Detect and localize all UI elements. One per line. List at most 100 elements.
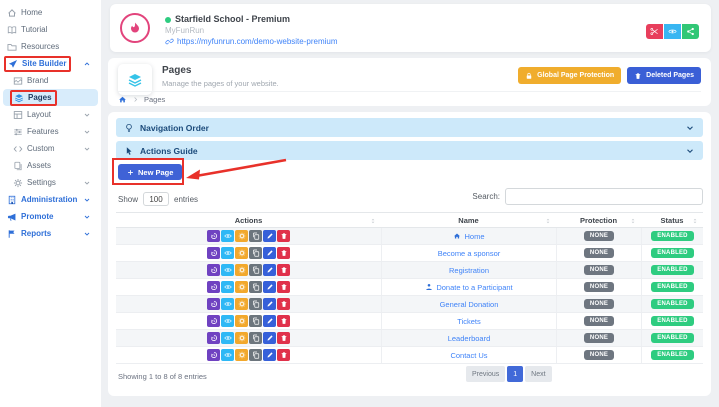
settings-page-button[interactable] [235, 264, 248, 276]
column-header-actions[interactable]: Actions [116, 213, 381, 227]
share-site-button[interactable] [682, 24, 699, 39]
sidebar-item-promote[interactable]: Promote [0, 208, 101, 225]
settings-page-button[interactable] [235, 281, 248, 293]
delete-page-button[interactable] [277, 230, 290, 242]
page-link[interactable]: Home [464, 231, 485, 241]
pencil-icon [266, 249, 274, 257]
sidebar-item-home[interactable]: Home [0, 4, 101, 21]
page-link[interactable]: Leaderboard [447, 333, 491, 343]
table-row: Contact Us NONE ENABLED [116, 347, 703, 364]
preview-site-button[interactable] [664, 24, 681, 39]
preview-page-button[interactable] [221, 247, 234, 259]
unpublish-site-button[interactable] [646, 24, 663, 39]
page-link[interactable]: General Donation [439, 299, 499, 309]
global-page-protection-button[interactable]: Global Page Protection [518, 67, 622, 84]
delete-page-button[interactable] [277, 349, 290, 361]
preview-page-button[interactable] [221, 349, 234, 361]
edit-page-button[interactable] [263, 264, 276, 276]
preview-page-button[interactable] [221, 332, 234, 344]
settings-page-button[interactable] [235, 298, 248, 310]
duplicate-page-button[interactable] [249, 264, 262, 276]
status-cell: ENABLED [641, 313, 703, 329]
duplicate-page-button[interactable] [249, 349, 262, 361]
duplicate-page-button[interactable] [249, 281, 262, 293]
delete-page-button[interactable] [277, 264, 290, 276]
sidebar-item-custom[interactable]: Custom [0, 140, 101, 157]
duplicate-page-button[interactable] [249, 315, 262, 327]
deleted-pages-button[interactable]: Deleted Pages [627, 67, 701, 84]
edit-page-button[interactable] [263, 230, 276, 242]
page-link[interactable]: Become a sponsor [437, 248, 501, 258]
eye-icon [223, 232, 232, 240]
sidebar-item-brand[interactable]: Brand [0, 72, 101, 89]
history-page-button[interactable] [207, 247, 220, 259]
delete-page-button[interactable] [277, 247, 290, 259]
pagination-previous-button[interactable]: Previous [466, 366, 506, 382]
sidebar-item-layout[interactable]: Layout [0, 106, 101, 123]
status-badge: ENABLED [651, 265, 694, 275]
edit-page-button[interactable] [263, 349, 276, 361]
breadcrumb-home-icon[interactable] [118, 95, 127, 104]
home-icon [7, 8, 17, 18]
search-input[interactable] [505, 188, 703, 205]
column-header-protection[interactable]: Protection [556, 213, 641, 227]
sidebar-item-main: Brand [13, 76, 48, 86]
actions-guide-panel[interactable]: Actions Guide [116, 141, 703, 160]
history-page-button[interactable] [207, 332, 220, 344]
sidebar-item-administration[interactable]: Administration [0, 191, 101, 208]
column-header-name[interactable]: Name [381, 213, 556, 227]
delete-page-button[interactable] [277, 281, 290, 293]
duplicate-page-button[interactable] [249, 298, 262, 310]
settings-page-button[interactable] [235, 247, 248, 259]
settings-page-button[interactable] [235, 349, 248, 361]
site-url-link[interactable]: https://myfunrun.com/demo-website-premiu… [177, 37, 338, 46]
sidebar-item-resources[interactable]: Resources [0, 38, 101, 55]
duplicate-page-button[interactable] [249, 247, 262, 259]
page-link[interactable]: Contact Us [450, 350, 488, 360]
sidebar-item-site-builder[interactable]: Site Builder [0, 55, 101, 72]
edit-page-button[interactable] [263, 247, 276, 259]
settings-page-button[interactable] [235, 315, 248, 327]
preview-page-button[interactable] [221, 281, 234, 293]
settings-page-button[interactable] [235, 332, 248, 344]
history-page-button[interactable] [207, 281, 220, 293]
sidebar-item-label: Assets [27, 161, 52, 170]
breadcrumb-current: Pages [144, 95, 166, 104]
edit-page-button[interactable] [263, 332, 276, 344]
history-page-button[interactable] [207, 264, 220, 276]
duplicate-page-button[interactable] [249, 332, 262, 344]
sidebar-item-assets[interactable]: Assets [0, 157, 101, 174]
navigation-order-panel[interactable]: Navigation Order [116, 118, 703, 137]
sidebar-item-pages[interactable]: Pages [3, 89, 98, 106]
history-page-button[interactable] [207, 349, 220, 361]
new-page-button[interactable]: New Page [118, 164, 183, 180]
preview-page-button[interactable] [221, 298, 234, 310]
preview-page-button[interactable] [221, 264, 234, 276]
show-entries-input[interactable] [143, 192, 170, 206]
sidebar-item-features[interactable]: Features [0, 123, 101, 140]
delete-page-button[interactable] [277, 332, 290, 344]
page-link[interactable]: Donate to a Participant [436, 282, 513, 292]
preview-page-button[interactable] [221, 230, 234, 242]
page-link[interactable]: Tickets [457, 316, 481, 326]
sidebar-item-settings[interactable]: Settings [0, 174, 101, 191]
column-header-status[interactable]: Status [641, 213, 703, 227]
table-body: Home NONE ENABLED Become a sponsor NONE ENABL… [116, 228, 703, 364]
duplicate-page-button[interactable] [249, 230, 262, 242]
sidebar-item-reports[interactable]: Reports [0, 225, 101, 242]
pagination-next-button[interactable]: Next [525, 366, 552, 382]
edit-page-button[interactable] [263, 298, 276, 310]
book-icon [7, 25, 17, 35]
page-link[interactable]: Registration [448, 265, 490, 275]
history-page-button[interactable] [207, 298, 220, 310]
history-page-button[interactable] [207, 230, 220, 242]
delete-page-button[interactable] [277, 315, 290, 327]
sidebar-item-tutorial[interactable]: Tutorial [0, 21, 101, 38]
edit-page-button[interactable] [263, 315, 276, 327]
pagination-1-button[interactable]: 1 [507, 366, 524, 382]
delete-page-button[interactable] [277, 298, 290, 310]
preview-page-button[interactable] [221, 315, 234, 327]
history-page-button[interactable] [207, 315, 220, 327]
edit-page-button[interactable] [263, 281, 276, 293]
settings-page-button[interactable] [235, 230, 248, 242]
